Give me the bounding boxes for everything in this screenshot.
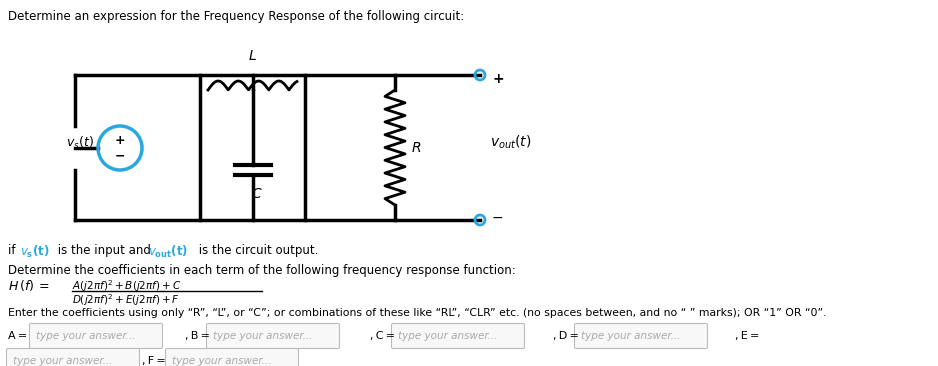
FancyBboxPatch shape	[391, 324, 524, 348]
Text: type your answer...: type your answer...	[581, 331, 680, 341]
Text: $A(j2\pi f)^2+B(j2\pi f)+C$: $A(j2\pi f)^2+B(j2\pi f)+C$	[72, 278, 181, 294]
Text: $v_\mathregular{s}$(t): $v_\mathregular{s}$(t)	[20, 244, 50, 260]
Text: −: −	[492, 211, 504, 225]
Text: if: if	[8, 244, 20, 257]
Text: , F =: , F =	[142, 356, 166, 366]
Text: , E =: , E =	[735, 331, 760, 341]
Text: type your answer...: type your answer...	[36, 331, 135, 341]
Text: , C =: , C =	[370, 331, 395, 341]
Text: type your answer...: type your answer...	[398, 331, 497, 341]
Text: , B =: , B =	[185, 331, 210, 341]
Text: +: +	[114, 134, 126, 147]
Text: , D =: , D =	[553, 331, 579, 341]
FancyBboxPatch shape	[206, 324, 340, 348]
Text: $v_\mathregular{s}(t)$: $v_\mathregular{s}(t)$	[66, 135, 94, 151]
Text: type your answer...: type your answer...	[213, 331, 312, 341]
Text: $L$: $L$	[248, 49, 257, 63]
Text: type your answer...: type your answer...	[13, 356, 113, 366]
Text: $R$: $R$	[411, 141, 421, 154]
Text: $H\,(f)\,=$: $H\,(f)\,=$	[8, 278, 50, 293]
FancyBboxPatch shape	[7, 348, 140, 366]
FancyBboxPatch shape	[574, 324, 707, 348]
FancyBboxPatch shape	[29, 324, 162, 348]
Text: Determine the coefficients in each term of the following frequency response func: Determine the coefficients in each term …	[8, 264, 516, 277]
Text: $C$: $C$	[250, 187, 263, 201]
Text: −: −	[114, 149, 126, 163]
Text: A =: A =	[8, 331, 27, 341]
Text: Enter the coefficients using only “R”, “L”, or “C”; or combinations of these lik: Enter the coefficients using only “R”, “…	[8, 308, 826, 318]
Text: Determine an expression for the Frequency Response of the following circuit:: Determine an expression for the Frequenc…	[8, 10, 464, 23]
Text: $v_\mathregular{out}(t)$: $v_\mathregular{out}(t)$	[490, 134, 532, 151]
Text: is the input and: is the input and	[54, 244, 155, 257]
Text: +: +	[492, 72, 504, 86]
FancyBboxPatch shape	[165, 348, 298, 366]
Text: $D(j2\pi f)^2+E(j2\pi f)+F$: $D(j2\pi f)^2+E(j2\pi f)+F$	[72, 292, 180, 308]
Text: type your answer...: type your answer...	[172, 356, 271, 366]
Text: is the circuit output.: is the circuit output.	[195, 244, 318, 257]
Text: $v_\mathregular{out}$(t): $v_\mathregular{out}$(t)	[148, 244, 189, 260]
